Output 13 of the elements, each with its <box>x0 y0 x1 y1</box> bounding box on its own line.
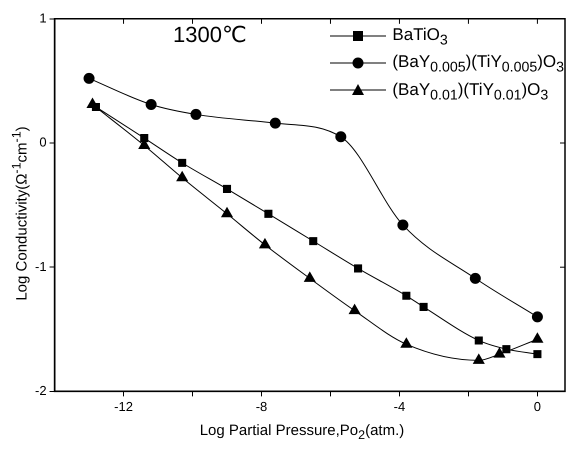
x-tick-label: -4 <box>394 398 406 414</box>
annotation: 1300℃ <box>173 22 247 48</box>
legend-label: (BaY$_{0.005}$)(TiY$_{0.005}$)O$_{3}$ <box>392 52 564 76</box>
x-tick-label: -8 <box>256 398 268 414</box>
y-tick-label: 1 <box>39 10 47 26</box>
legend-label: BaTiO$_{3}$ <box>392 25 448 48</box>
x-tick-label: -12 <box>114 398 133 414</box>
x-tick-label: 0 <box>534 398 542 414</box>
y-tick-label: 0 <box>39 134 47 150</box>
y-tick-label: -2 <box>34 382 47 398</box>
x-axis-title: Log Partial Pressure,Po$_{2}$(atm.) <box>198 422 406 442</box>
y-tick-label: -1 <box>34 258 47 274</box>
legend-label: (BaY$_{0.01}$)(TiY$_{0.01}$)O$_{3}$ <box>392 80 548 104</box>
